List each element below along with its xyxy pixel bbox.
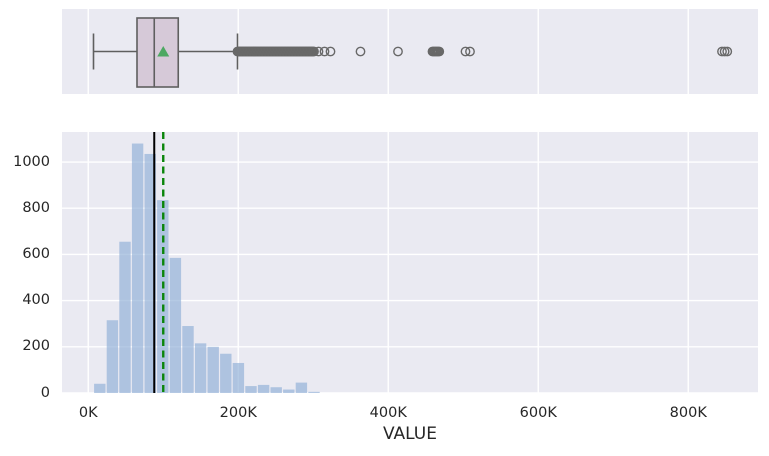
y-tick-label: 0 [40,384,50,401]
outlier-point [325,46,336,57]
y-tick-label: 800 [22,199,50,216]
outlier-point [460,46,471,57]
x-tick-label: 600K [519,405,557,421]
outlier-point [313,46,324,57]
histogram-bar [194,343,207,393]
histogram-bar [119,241,131,393]
outlier-point [393,46,403,57]
histogram-bar [283,389,295,393]
y-tick-label: 200 [22,338,50,355]
mean-marker [157,46,170,57]
x-tick-label: 400K [369,405,407,421]
box [136,17,180,88]
histogram-bar [220,353,232,393]
histogram-bar [182,326,194,393]
histogram-bar [144,153,156,393]
outlier-cluster-point [434,46,445,57]
outlier-cluster-point [717,46,727,57]
outlier-point [319,46,330,57]
x-tick-label: 800K [669,405,707,421]
histogram-bar [207,346,219,393]
histogram-bar [295,382,308,393]
x-axis-label: VALUE [383,424,437,444]
outlier-point [355,46,366,57]
histogram-bar [308,391,320,393]
histogram-bar [169,257,182,393]
outlier-point [465,46,475,57]
histogram-bar [232,362,245,393]
histogram-bar [245,386,257,393]
outlier-cluster-point [719,46,730,57]
outlier-cluster-point [309,46,319,57]
x-tick-label: 200K [219,405,257,421]
histogram-bar [106,320,119,393]
histogram-bar [94,383,106,393]
histogram-bar [257,384,270,393]
histogram-bar [270,387,282,393]
x-tick-label: 0K [78,405,98,421]
y-tick-label: 400 [22,292,50,309]
y-tick-label: 600 [22,245,50,262]
histogram-bar [131,143,144,393]
y-tick-label: 1000 [13,153,50,170]
outlier-cluster-point [722,46,733,57]
